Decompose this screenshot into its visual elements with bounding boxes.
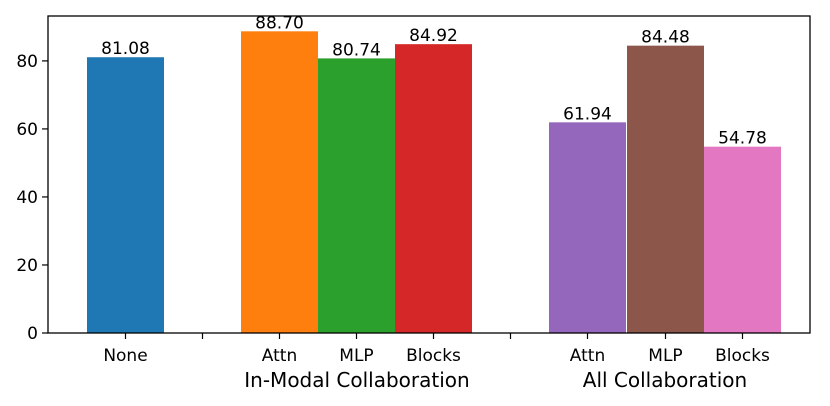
value-labels-layer: 81.08 88.70 80.74 84.92 61.94 84.48 54.78 [101,13,767,148]
bar-6-blocks [704,146,781,333]
y-tick-label: 80 [16,52,38,72]
bar-value-label: 81.08 [101,39,150,59]
group-label-all: All Collaboration [583,368,747,392]
bars-layer [87,31,781,334]
bar-2-mlp [318,58,395,334]
x-tick-label: Attn [262,346,297,366]
x-tick-label: MLP [339,346,373,366]
bar-1-attn [241,31,318,334]
x-tick-label: Blocks [406,346,461,366]
bar-4-attn [549,122,626,333]
y-tick-label: 60 [16,120,38,140]
x-tick-label: None [103,346,147,366]
x-tick-label: Blocks [715,346,770,366]
bar-0-none [87,57,164,334]
bar-value-label: 54.78 [718,129,767,149]
x-tick-label: MLP [648,346,682,366]
x-tick-label: Attn [570,346,605,366]
bar-3-blocks [395,44,472,334]
bar-value-label: 80.74 [332,40,381,60]
group-label-in-modal: In-Modal Collaboration [244,368,469,392]
x-axis: None Attn MLP Blocks Attn MLP Blocks [103,333,770,366]
plot-frame [47,15,811,334]
y-tick-label: 20 [16,256,38,276]
y-axis: 0 20 40 60 80 [16,52,48,344]
bar-5-mlp [627,45,704,333]
bar-value-label: 84.48 [641,28,690,48]
bar-value-label: 84.92 [409,26,458,46]
y-tick-label: 0 [27,324,38,344]
bar-value-label: 61.94 [563,104,612,124]
bar-value-label: 88.70 [255,13,304,33]
y-tick-label: 40 [16,188,38,208]
